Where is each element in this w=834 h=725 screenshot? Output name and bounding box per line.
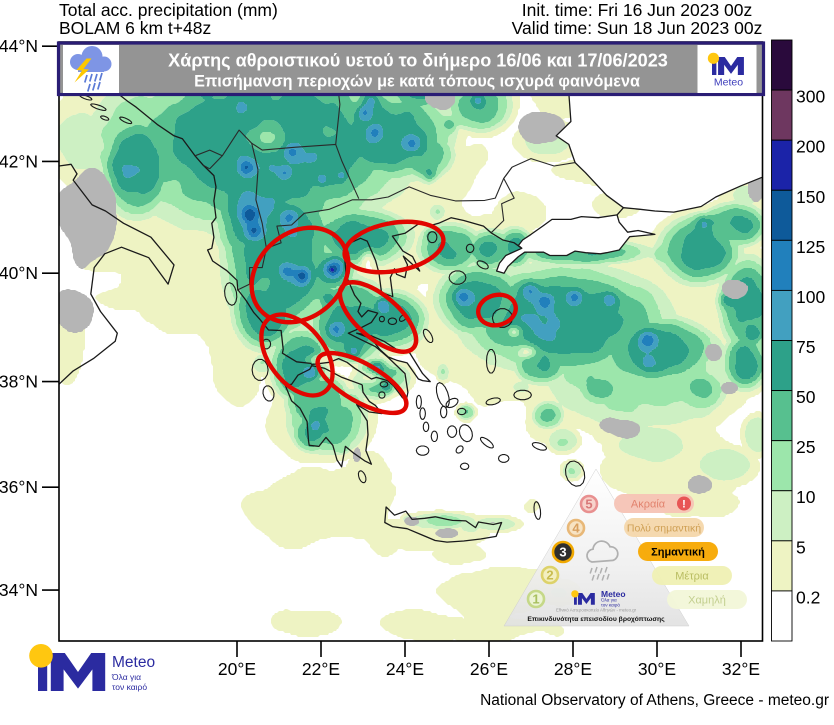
svg-text:Meteo: Meteo	[601, 589, 626, 599]
svg-text:50: 50	[796, 387, 816, 407]
svg-text:Total acc. precipitation (mm): Total acc. precipitation (mm)	[59, 0, 278, 20]
svg-text:20°E: 20°E	[218, 659, 256, 679]
svg-text:Μέτρια: Μέτρια	[675, 571, 709, 583]
svg-text:10: 10	[796, 487, 816, 507]
svg-text:34°N: 34°N	[0, 580, 38, 600]
svg-text:Πολύ σημαντική: Πολύ σημαντική	[627, 523, 701, 535]
svg-text:25: 25	[796, 437, 815, 457]
svg-text:0.2: 0.2	[796, 587, 820, 607]
svg-text:Επικινδυνότητα επεισοδίου βροχ: Επικινδυνότητα επεισοδίου βροχόπτωσης	[527, 616, 665, 623]
svg-text:Όλα για: Όλα για	[111, 672, 141, 682]
svg-text:Valid time: Sun 18 Jun 2023 00: Valid time: Sun 18 Jun 2023 00z	[512, 18, 763, 38]
svg-text:Σημαντική: Σημαντική	[651, 547, 705, 559]
svg-text:5: 5	[796, 537, 806, 557]
svg-text:Χάρτης αθροιστικού υετού το δ: Χάρτης αθροιστικού υετού το διήμερο 16/0…	[168, 51, 668, 71]
svg-text:75: 75	[796, 337, 815, 357]
svg-text:30°E: 30°E	[638, 659, 676, 679]
svg-text:26°E: 26°E	[470, 659, 508, 679]
svg-text:36°N: 36°N	[0, 477, 38, 497]
svg-text:Meteo: Meteo	[714, 77, 743, 89]
svg-text:Όλα για: Όλα για	[600, 598, 617, 603]
svg-text:40°N: 40°N	[0, 263, 38, 283]
svg-text:Meteo: Meteo	[112, 654, 155, 671]
svg-text:2: 2	[546, 568, 553, 583]
svg-text:300: 300	[796, 87, 825, 107]
svg-text:28°E: 28°E	[554, 659, 592, 679]
svg-text:38°N: 38°N	[0, 372, 38, 392]
svg-text:200: 200	[796, 137, 825, 157]
svg-text:100: 100	[796, 287, 825, 307]
svg-text:Εθνικό Αστεροσκοπείο Αθηνών -: Εθνικό Αστεροσκοπείο Αθηνών - meteo.gr	[556, 608, 637, 613]
svg-text:32°E: 32°E	[722, 659, 760, 679]
svg-text:4: 4	[572, 521, 580, 536]
svg-text:Χαμηλή: Χαμηλή	[688, 595, 726, 607]
svg-text:1: 1	[532, 592, 539, 607]
svg-text:24°E: 24°E	[386, 659, 424, 679]
svg-text:!: !	[682, 499, 686, 511]
svg-text:150: 150	[796, 187, 825, 207]
svg-text:τον καιρό: τον καιρό	[601, 602, 620, 608]
svg-text:BOLAM 6 km t+48z: BOLAM 6 km t+48z	[59, 18, 211, 38]
svg-text:125: 125	[796, 237, 825, 257]
svg-text:3: 3	[559, 545, 566, 560]
svg-text:22°E: 22°E	[302, 659, 340, 679]
svg-text:Επισήμανση περιοχών με κατά τό: Επισήμανση περιοχών με κατά τόπους ισχυρ…	[194, 73, 640, 91]
svg-text:5: 5	[585, 497, 592, 512]
svg-text:Init. time: Fri 16 Jun 2023 00: Init. time: Fri 16 Jun 2023 00z	[522, 0, 753, 20]
svg-text:τον καιρό: τον καιρό	[112, 682, 147, 692]
svg-text:Ακραία: Ακραία	[631, 499, 666, 511]
svg-text:National Observatory of Athens: National Observatory of Athens, Greece -…	[480, 692, 829, 709]
svg-text:42°N: 42°N	[0, 151, 38, 171]
svg-text:44°N: 44°N	[0, 36, 38, 56]
